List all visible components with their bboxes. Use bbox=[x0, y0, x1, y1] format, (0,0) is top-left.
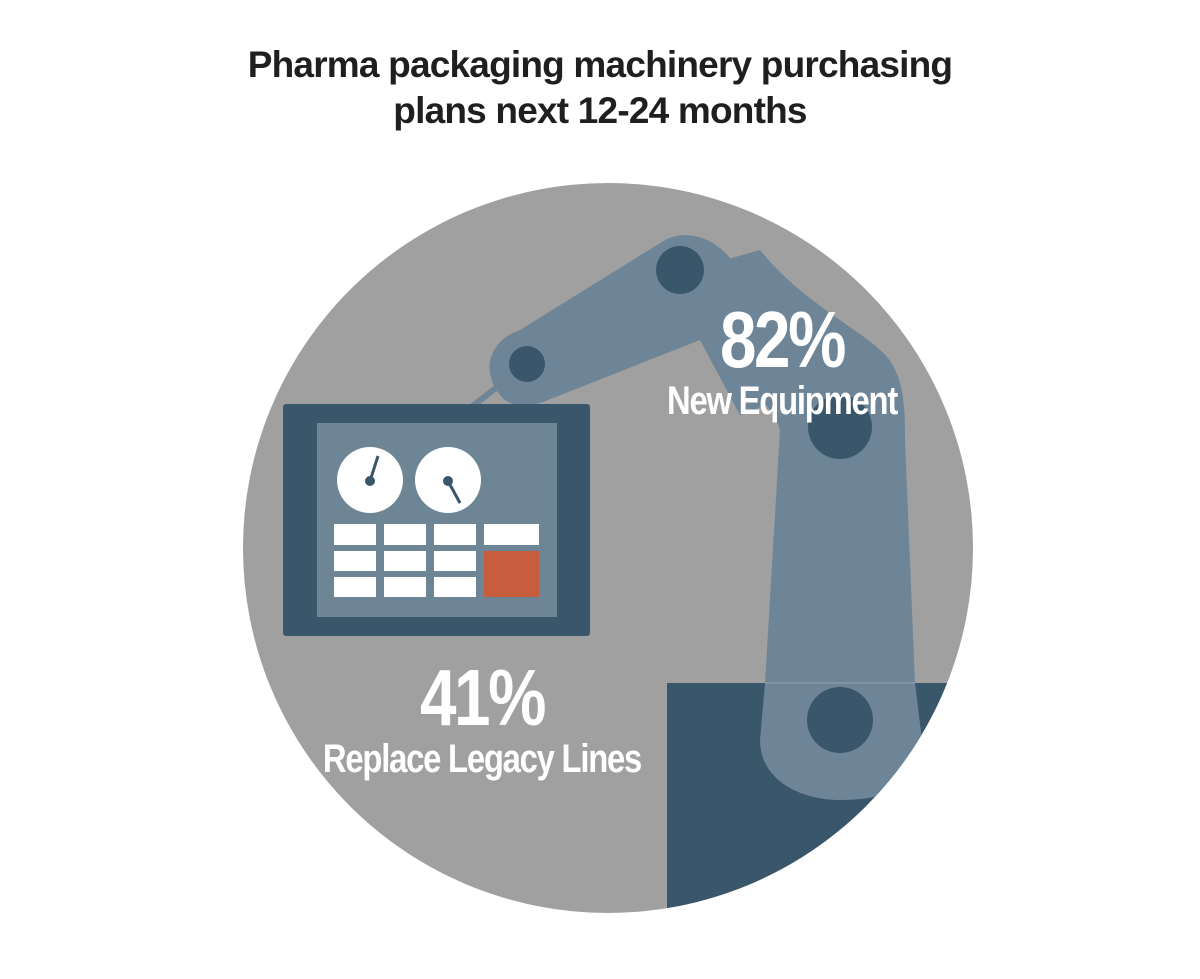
stat-new-equipment-label: New Equipment bbox=[666, 379, 898, 423]
arm-joint-elbow bbox=[808, 395, 872, 459]
arm-joint-base bbox=[807, 687, 873, 753]
stat-new-equipment-value: 82% bbox=[720, 295, 846, 384]
orange-button bbox=[484, 551, 539, 597]
robot-arm-lower bbox=[690, 250, 915, 683]
stat-replace-legacy: 41% Replace Legacy Lines bbox=[282, 653, 682, 781]
chart-title-line1: Pharma packaging machinery purchasing bbox=[247, 44, 953, 85]
arm-joint-top bbox=[656, 246, 704, 294]
stat-replace-legacy-value: 41% bbox=[420, 653, 546, 742]
control-panel bbox=[283, 404, 590, 636]
chart-title-line2: plans next 12-24 months bbox=[393, 90, 807, 131]
arm-joint-small bbox=[509, 346, 545, 382]
chart-title: Pharma packaging machinery purchasing pl… bbox=[0, 42, 1200, 134]
button-grid bbox=[334, 524, 539, 597]
stat-replace-legacy-label: Replace Legacy Lines bbox=[322, 737, 642, 781]
stat-new-equipment: 82% New Equipment bbox=[612, 295, 952, 423]
